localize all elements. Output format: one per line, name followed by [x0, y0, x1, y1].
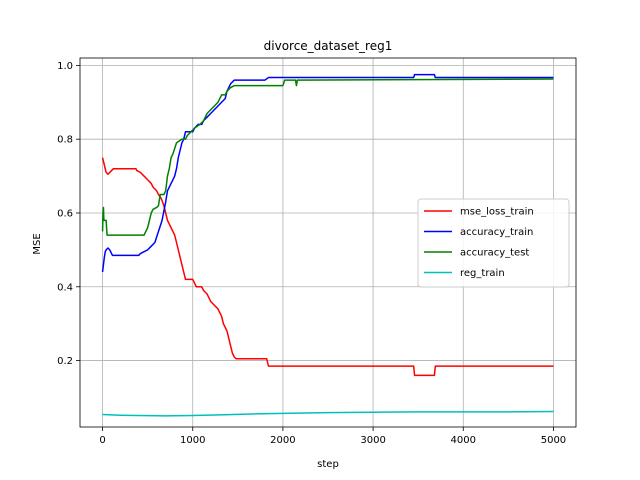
y-axis-label: MSE	[32, 233, 43, 254]
series-line-accuracy-test	[101, 78, 554, 236]
series-line-mse-loss-train	[101, 157, 554, 377]
y-tick-label: 0.2	[57, 356, 73, 367]
y-tick-label: 1.0	[57, 61, 73, 72]
axes: 0 1000 2000 3000 4000 5000 0.2 0.4 0.6 0.8 1.0	[57, 57, 577, 446]
legend: mse_loss_train accuracy_train accuracy_tes…	[417, 198, 570, 288]
chart-title: divorce_dataset_reg1	[264, 39, 393, 53]
grid	[80, 58, 576, 427]
plot-area	[101, 73, 554, 417]
legend-box	[417, 198, 570, 288]
x-tick-label: 5000	[541, 435, 566, 446]
x-tick-label: 2000	[270, 435, 295, 446]
x-tick-label: 4000	[451, 435, 476, 446]
y-tick-label: 0.8	[57, 135, 73, 146]
x-tick-label: 1000	[180, 435, 205, 446]
x-tick-label: 3000	[360, 435, 385, 446]
axes-frame	[79, 57, 577, 428]
legend-label-accuracy-train: accuracy_train	[460, 227, 533, 238]
y-tick-label: 0.4	[57, 282, 73, 293]
legend-label-mse-loss-train: mse_loss_train	[460, 207, 534, 218]
y-tick-label: 0.6	[57, 208, 73, 219]
x-tick-label: 0	[99, 435, 105, 446]
x-axis-label: step	[317, 459, 339, 470]
series-line-accuracy-train	[101, 73, 554, 273]
series-line-reg-train	[102, 410, 554, 417]
legend-label-accuracy-test: accuracy_test	[460, 248, 529, 259]
legend-label-reg-train: reg_train	[460, 268, 505, 279]
